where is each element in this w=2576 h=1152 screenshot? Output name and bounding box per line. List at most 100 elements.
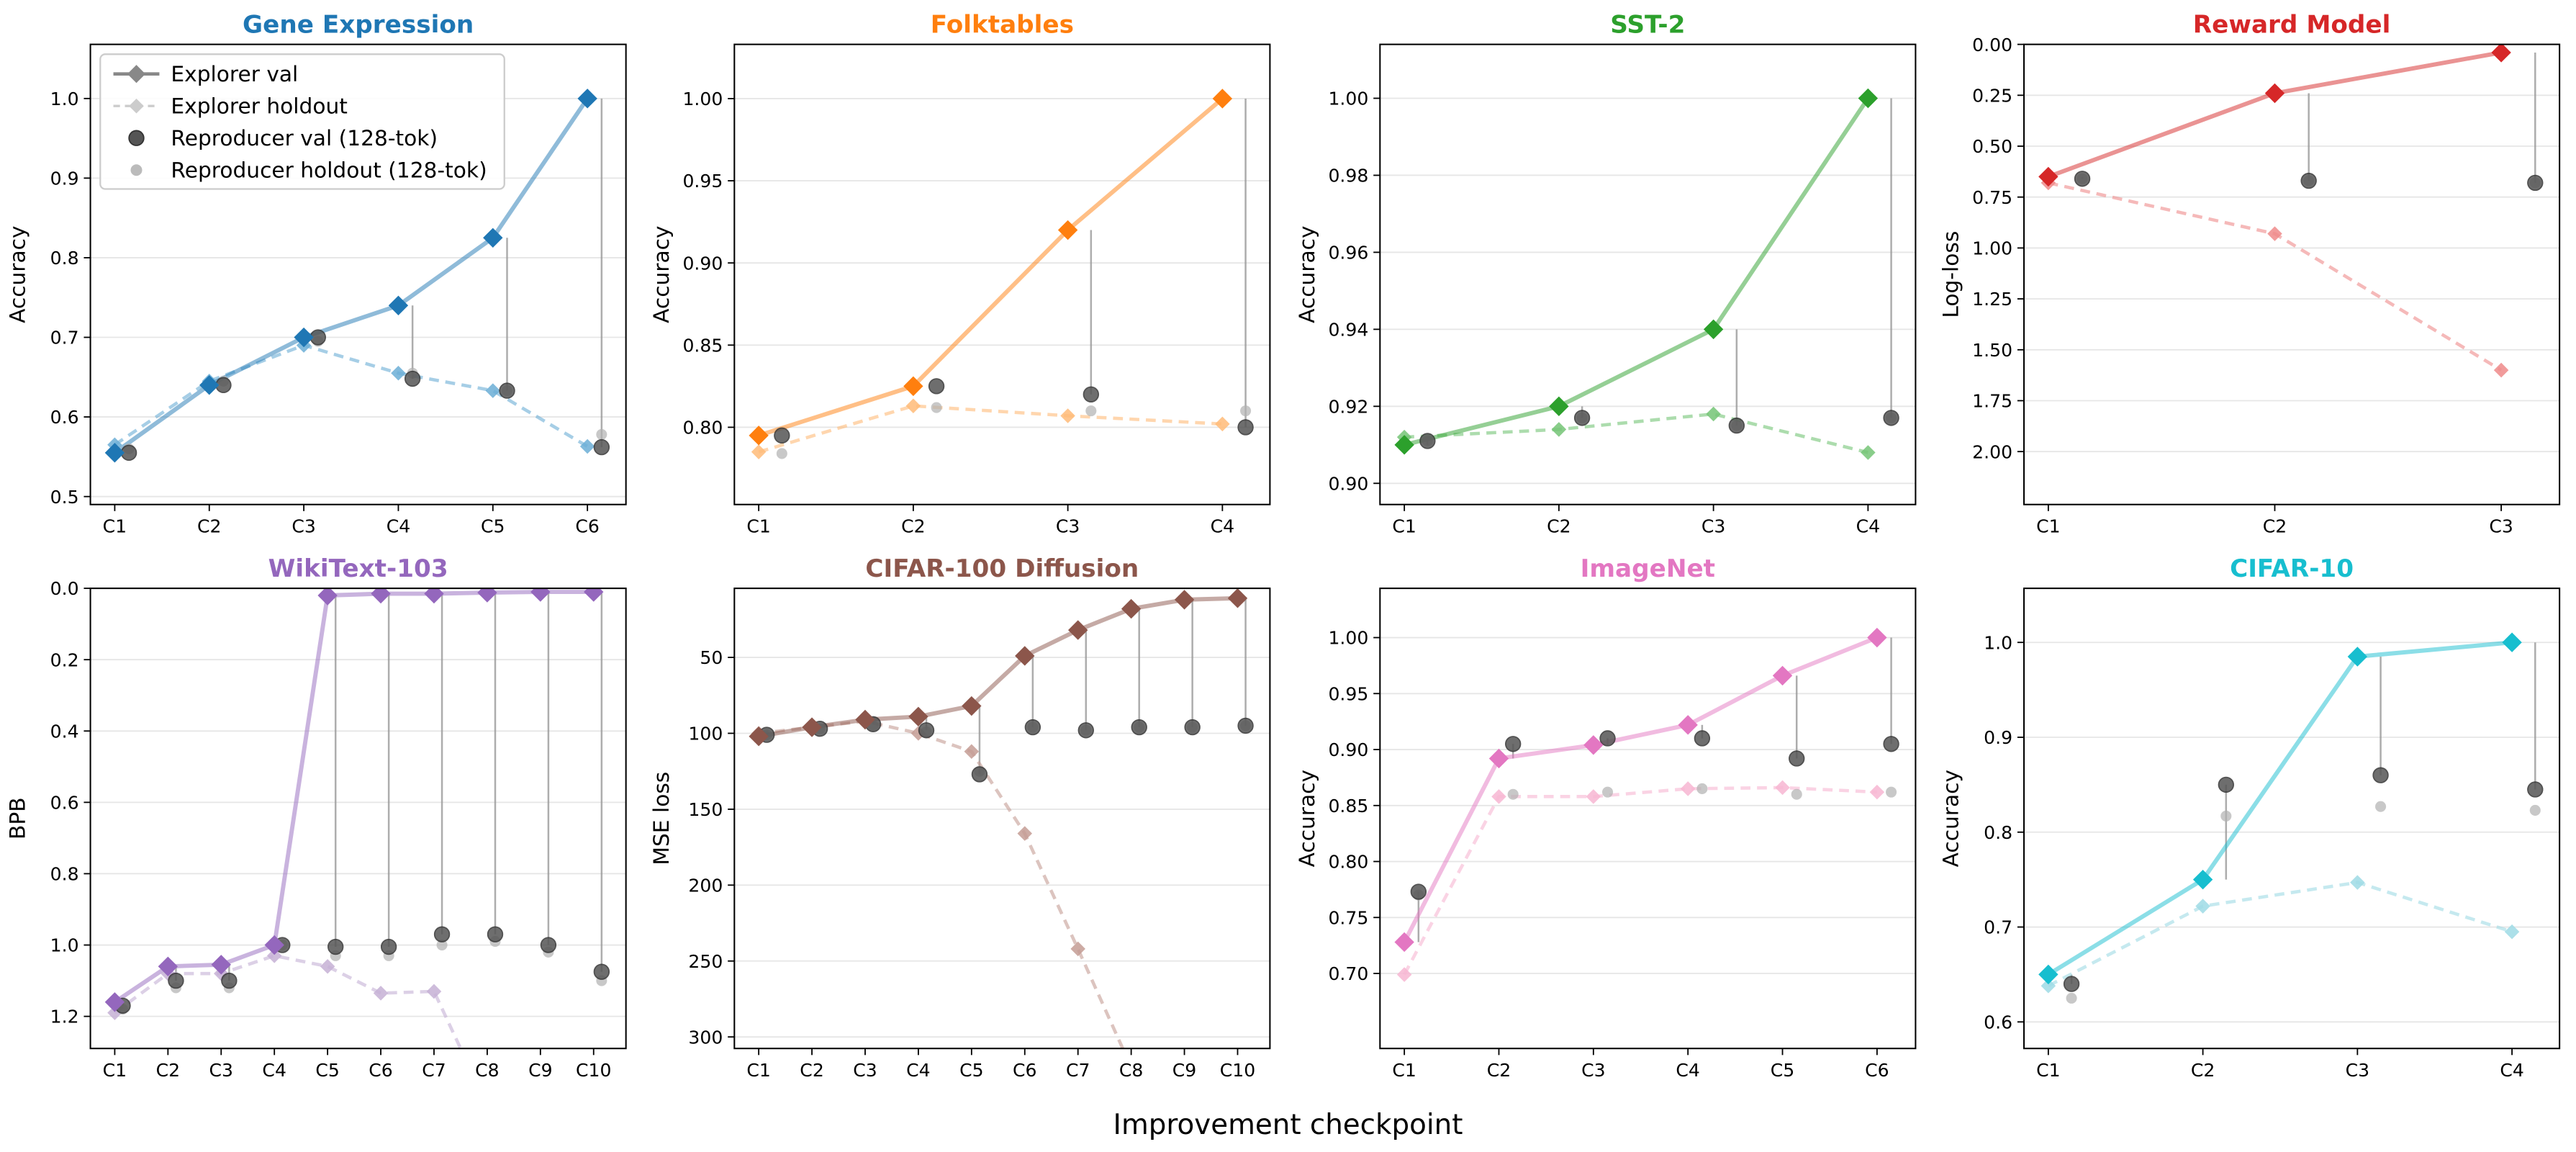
val-marker <box>1068 620 1088 640</box>
val-marker <box>104 443 125 463</box>
x-tick-label: C3 <box>1701 516 1726 537</box>
val-marker <box>2491 44 2511 63</box>
series-line <box>758 719 1125 1049</box>
val-marker <box>388 295 409 315</box>
repro-val-marker <box>168 972 184 989</box>
axes-frame <box>1379 43 1917 505</box>
val-marker <box>1703 319 1724 340</box>
holdout-marker <box>1070 941 1085 957</box>
y-tick-label: 1.00 <box>1328 628 1368 649</box>
holdout-marker <box>1861 445 1876 460</box>
repro-val-marker <box>327 938 344 955</box>
holdout-marker <box>2267 226 2282 241</box>
y-tick-label: 0.75 <box>1972 187 2012 208</box>
plot-area <box>2038 44 2544 378</box>
x-tick-label: C6 <box>369 1060 393 1081</box>
repro-holdout-marker <box>2375 801 2387 812</box>
val-marker <box>371 588 391 604</box>
repro-val-marker <box>540 937 557 953</box>
holdout-marker <box>480 1098 495 1113</box>
series-line <box>2047 881 2513 988</box>
y-tick-label: 1.0 <box>50 89 79 109</box>
repro-val-marker <box>1505 736 1522 752</box>
y-axis-label: BPB <box>4 797 30 840</box>
repro-holdout-marker <box>776 448 787 459</box>
panel-title: WikiText-103 <box>268 554 448 583</box>
y-tick-label: 0.00 <box>1972 35 2012 55</box>
y-tick-label: 0.6 <box>50 407 79 428</box>
x-tick-label: C1 <box>2036 516 2061 537</box>
x-tick-label: C6 <box>1865 1060 1889 1081</box>
y-tick-label: 1.2 <box>50 1007 79 1027</box>
holdout-marker <box>1869 784 1885 800</box>
legend-swatch <box>127 65 146 84</box>
holdout-marker <box>426 984 442 999</box>
holdout-marker <box>373 986 389 1001</box>
y-axis-label: Log-loss <box>1938 231 1963 318</box>
x-tick-label: C7 <box>1066 1060 1090 1081</box>
holdout-marker <box>905 398 921 414</box>
holdout-marker <box>1680 781 1696 796</box>
repro-val-marker <box>593 438 610 456</box>
repro-val-marker <box>2527 781 2544 798</box>
series-line <box>758 404 1223 454</box>
repro-val-marker <box>433 926 451 942</box>
series-line <box>113 97 589 455</box>
axes-frame <box>89 588 627 1050</box>
val-marker <box>317 588 338 606</box>
y-tick-label: 0.8 <box>50 864 79 885</box>
holdout-marker <box>1706 406 1721 422</box>
y-tick-label: 150 <box>688 799 723 820</box>
x-tick-label: C2 <box>197 516 222 537</box>
y-tick-label: 0.80 <box>682 418 723 438</box>
series-line <box>1403 786 1877 976</box>
x-tick-label: C3 <box>209 1060 234 1081</box>
axes-frame <box>1379 588 1917 1050</box>
x-tick-label: C4 <box>906 1060 931 1081</box>
val-marker <box>1549 396 1569 417</box>
val-marker <box>2038 166 2058 187</box>
legend-label: Explorer holdout <box>171 93 347 118</box>
repro-val-marker <box>971 766 988 783</box>
holdout-marker <box>1017 826 1033 841</box>
x-tick-label: C3 <box>2489 516 2513 537</box>
x-tick-label: C4 <box>1856 516 1881 537</box>
panel-title: CIFAR-100 Diffusion <box>865 554 1139 583</box>
val-marker <box>477 588 497 603</box>
x-tick-label: C4 <box>387 516 411 537</box>
y-tick-label: 0.92 <box>1328 396 1368 417</box>
val-marker <box>2264 83 2285 104</box>
val-marker <box>1212 89 1233 109</box>
repro-val-marker <box>1789 750 1805 767</box>
repro-val-marker <box>1883 736 1899 752</box>
val-marker <box>211 955 231 975</box>
plot-area <box>1394 88 1899 460</box>
val-marker <box>2038 964 2058 985</box>
y-tick-label: 1.0 <box>50 935 79 956</box>
y-tick-label: 0.7 <box>50 328 79 348</box>
repro-val-marker <box>404 370 421 387</box>
repro-val-marker <box>2300 172 2317 189</box>
repro-val-marker <box>1083 386 1100 402</box>
holdout-marker <box>2350 875 2365 890</box>
val-marker <box>483 228 503 248</box>
val-marker <box>1121 598 1142 619</box>
val-marker <box>749 726 769 747</box>
y-tick-label: 0.5 <box>50 487 79 508</box>
repro-val-marker <box>928 378 945 395</box>
y-axis-label: Accuracy <box>4 225 30 323</box>
panel: CIFAR-10 Accuracy 0.6 0.7 0.8 0.9 1.0 C1 C2 C3 C4 <box>1938 554 2561 1081</box>
y-tick-label: 0.8 <box>1984 822 2012 843</box>
y-tick-label: 1.50 <box>1972 340 2012 361</box>
series-line <box>113 590 594 1004</box>
holdout-marker <box>2195 899 2210 914</box>
x-tick-label: C2 <box>156 1060 180 1081</box>
repro-val-marker <box>380 938 397 955</box>
y-tick-label: 0.9 <box>1984 727 2012 748</box>
panel: Folktables Accuracy 0.80 0.85 0.90 0.95 1.00 C1… <box>648 11 1271 537</box>
series-line <box>1404 96 1870 447</box>
y-axis-label: Accuracy <box>648 225 674 323</box>
y-tick-label: 0.4 <box>50 721 79 742</box>
